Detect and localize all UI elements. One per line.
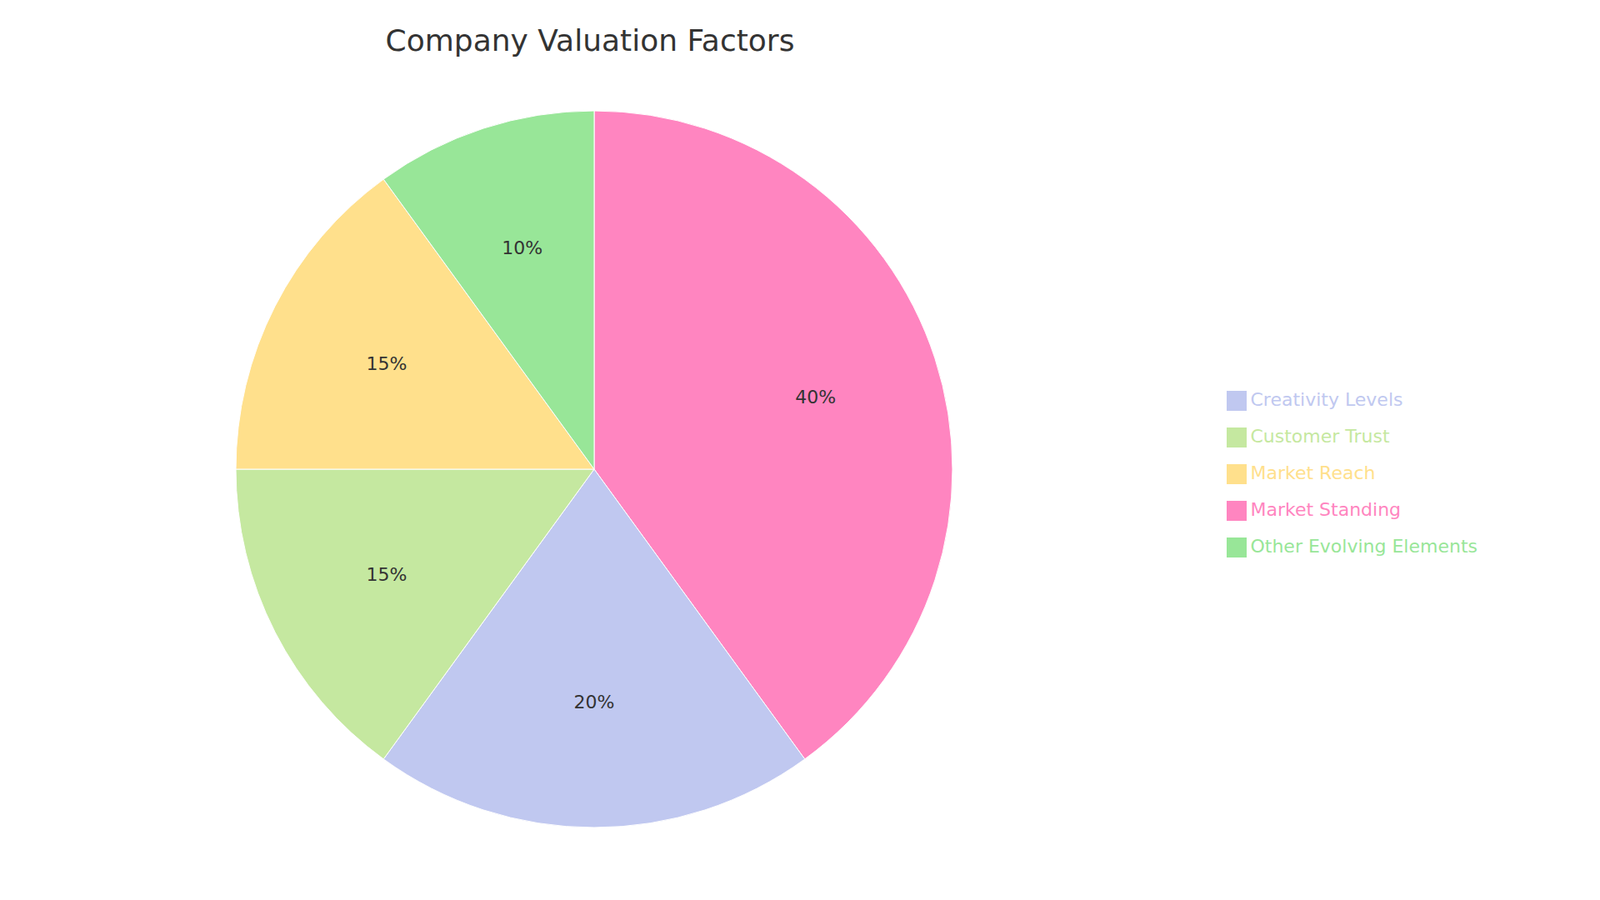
- svg-text:10%: 10%: [501, 237, 543, 259]
- html-text:Market Reach: Market Reach: [1250, 462, 1376, 484]
- html-text:Company Valuation Factors: Company Valuation Factors: [385, 23, 795, 58]
- html-text:Creativity Levels: Creativity Levels: [1250, 389, 1403, 410]
- html-text:Other Evolving Elements: Other Evolving Elements: [1250, 535, 1478, 557]
- svg-text:15%: 15%: [366, 564, 408, 585]
- svg-text:20%: 20%: [574, 691, 615, 713]
- html-text:Market Standing: Market Standing: [1250, 499, 1401, 520]
- svg-text:15%: 15%: [366, 353, 408, 375]
- svg-text:40%: 40%: [795, 386, 836, 408]
- html-text:Customer Trust: Customer Trust: [1250, 425, 1390, 447]
